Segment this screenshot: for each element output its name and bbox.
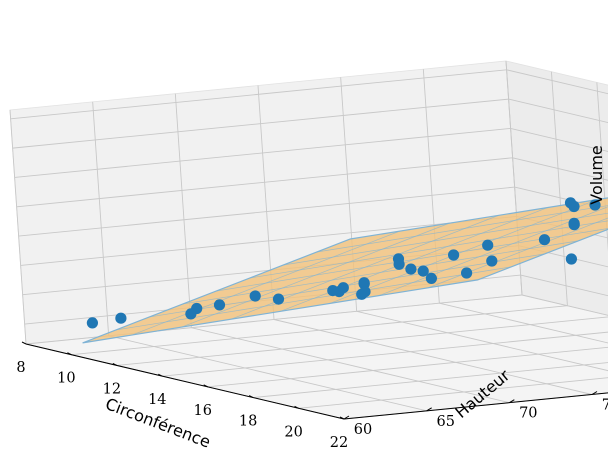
data-point [393, 258, 405, 270]
x-tick-label: 20 [284, 424, 302, 440]
data-point [86, 317, 98, 329]
z-axis-label: Volume [587, 145, 606, 205]
grid-line-z [512, 157, 608, 181]
grid-line-y [191, 327, 510, 404]
grid-line-z [520, 274, 608, 297]
grid-line-z [12, 98, 509, 149]
data-point [486, 255, 498, 267]
x-tick-label: 10 [57, 371, 75, 387]
grid-line-y [108, 335, 427, 412]
data-point [568, 219, 580, 231]
grid-line-z [16, 157, 513, 208]
plane-mesh-line [131, 230, 400, 336]
grid-line-y [174, 93, 192, 328]
grid-line-z [14, 127, 511, 178]
data-point [425, 272, 437, 284]
plane-mesh-line [181, 222, 450, 328]
x-tick-mark [203, 384, 208, 388]
data-point [564, 197, 577, 209]
x-axis-ticks: 8 10 12 14 16 18 20 22 [16, 341, 348, 449]
grid-line-z [18, 186, 515, 237]
x-tick-label: 16 [193, 403, 211, 419]
x-tick-mark [339, 416, 345, 420]
plane-mesh-line [280, 207, 549, 312]
x-tick-mark [112, 362, 118, 366]
y-tick-mark [426, 407, 432, 412]
data-point [565, 253, 578, 265]
data-point [538, 234, 551, 246]
grid-line-y [439, 302, 608, 344]
data-point [448, 249, 460, 261]
data-point [213, 299, 226, 311]
grid-line-z [10, 69, 507, 120]
plane-mesh-line [428, 217, 608, 289]
y-tick-label: 75 [602, 398, 608, 414]
data-point [272, 293, 285, 305]
data-point [337, 282, 349, 294]
x-axis-line [25, 343, 345, 420]
grid-line-z [508, 98, 608, 124]
plane-mesh-line [378, 206, 608, 296]
x-tick-mark [158, 373, 163, 377]
data-point [405, 263, 417, 275]
grid-line-x [550, 71, 568, 306]
y-axis-ticks: 60657075808590 [343, 391, 608, 438]
scatter-points [86, 197, 601, 329]
y-tick-mark [591, 391, 598, 395]
grid-line-y [92, 101, 110, 336]
y-tick-label: 70 [519, 406, 537, 422]
grid-line-y [273, 319, 593, 395]
data-point [482, 239, 494, 251]
x-tick-mark [248, 395, 254, 399]
x-tick-label: 18 [239, 414, 257, 430]
x-tick-mark [294, 405, 299, 409]
x-tick-label: 14 [148, 392, 166, 408]
data-point [358, 277, 370, 289]
plane-mesh-line [329, 199, 598, 304]
data-point [185, 308, 197, 320]
y-tick-label: 65 [436, 414, 454, 430]
x-tick-mark [21, 341, 27, 345]
data-point [249, 290, 261, 302]
data-point [461, 267, 473, 279]
grid-line-y [356, 310, 608, 372]
y-tick-mark [509, 399, 515, 404]
grid-line-z [20, 215, 517, 266]
x-tick-mark [67, 352, 72, 356]
grid-line-y [521, 294, 608, 316]
data-point [589, 199, 601, 211]
grid-line-z [506, 69, 608, 95]
y-tick-mark [343, 415, 350, 420]
grid-line-y [9, 109, 27, 345]
data-point [359, 286, 371, 298]
x-tick-label: 12 [103, 381, 121, 397]
grid-line-z [510, 128, 608, 152]
x-tick-label: 8 [16, 360, 25, 376]
data-point [417, 265, 429, 277]
data-point [327, 285, 339, 297]
x-tick-label: 22 [330, 435, 348, 449]
regression-plane [82, 197, 608, 344]
y-tick-label: 60 [354, 422, 372, 438]
data-point [115, 312, 127, 324]
